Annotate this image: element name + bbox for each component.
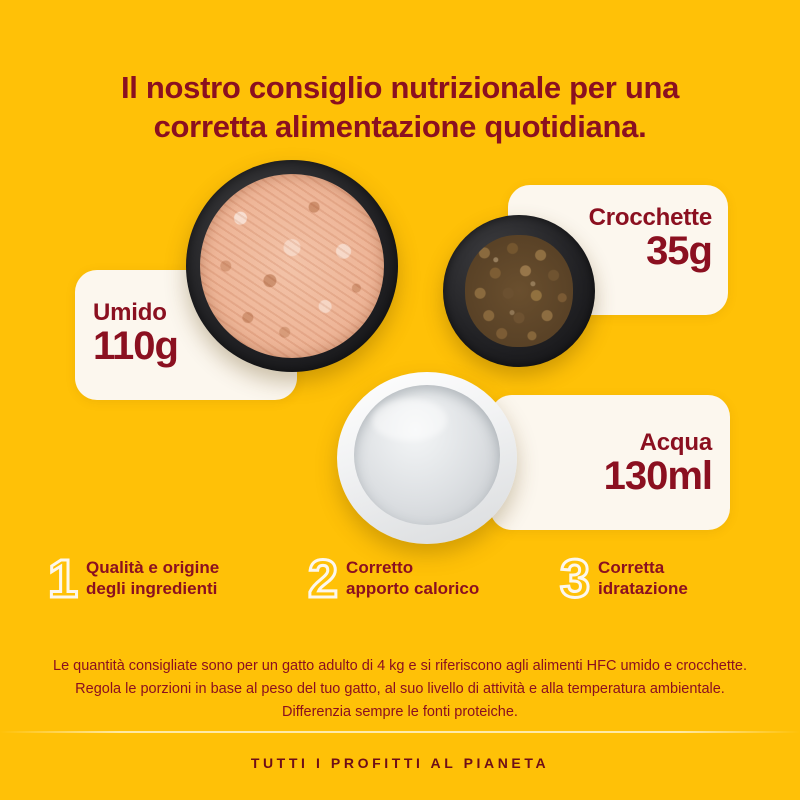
benefit-text-3-line-1: Corretta bbox=[598, 558, 665, 578]
benefit-number-3: 3 bbox=[558, 549, 591, 609]
wet-food-bowl bbox=[186, 160, 398, 372]
benefit-item-1: 1 Qualità e origine degli ingredienti bbox=[46, 549, 219, 609]
benefit-text-3: Corretta idratazione bbox=[598, 558, 688, 599]
benefit-number-2: 2 bbox=[306, 549, 339, 609]
benefit-text-1-line-1: Qualità e origine bbox=[86, 558, 220, 578]
benefit-item-2: 2 Corretto apporto calorico bbox=[306, 549, 479, 609]
footer-tagline: TUTTI I PROFITTI AL PIANETA bbox=[250, 755, 550, 771]
benefit-text-3-line-2: idratazione bbox=[598, 579, 688, 598]
page-title: Il nostro consiglio nutrizionale per una… bbox=[40, 68, 760, 147]
portion-label-umido: Umido bbox=[93, 299, 167, 326]
portion-card-acqua-text: Acqua 130ml bbox=[603, 429, 713, 499]
wet-food-content bbox=[200, 174, 384, 358]
kibble-content bbox=[461, 231, 577, 351]
portion-card-crocchette-text: Crocchette 35g bbox=[588, 204, 713, 274]
footer-divider bbox=[0, 731, 800, 733]
benefit-text-2-line-1: Corretto bbox=[346, 558, 414, 578]
dry-food-bowl bbox=[443, 215, 595, 367]
benefits-row: 1 Qualità e origine degli ingredienti 2 … bbox=[40, 549, 760, 614]
water-bowl bbox=[337, 372, 517, 544]
portion-label-acqua: Acqua bbox=[639, 429, 713, 456]
portion-value-crocchette: 35g bbox=[646, 229, 713, 274]
portion-value-umido: 110g bbox=[93, 324, 179, 369]
portion-card-acqua: Acqua 130ml bbox=[490, 395, 730, 530]
benefit-text-1-line-2: degli ingredienti bbox=[86, 579, 218, 598]
benefit-text-2: Corretto apporto calorico bbox=[346, 558, 479, 599]
portion-card-umido-text: Umido 110g bbox=[93, 299, 179, 369]
water-content bbox=[354, 385, 500, 525]
body-copy: Le quantità consigliate sono per un gatt… bbox=[53, 657, 747, 721]
portions-stage: Umido 110g Crocchette 35g Acqua 130ml bbox=[0, 150, 800, 550]
headline-line-1: Il nostro consiglio nutrizionale per una bbox=[120, 69, 680, 105]
benefit-item-3: 3 Corretta idratazione bbox=[558, 549, 688, 609]
headline-line-2: corretta alimentazione quotidiana. bbox=[153, 109, 647, 145]
benefit-text-1: Qualità e origine degli ingredienti bbox=[86, 558, 219, 599]
benefit-text-2-line-2: apporto calorico bbox=[346, 579, 480, 598]
portion-label-crocchette: Crocchette bbox=[588, 204, 713, 231]
portion-value-acqua: 130ml bbox=[603, 454, 713, 499]
benefit-number-1: 1 bbox=[46, 549, 79, 609]
